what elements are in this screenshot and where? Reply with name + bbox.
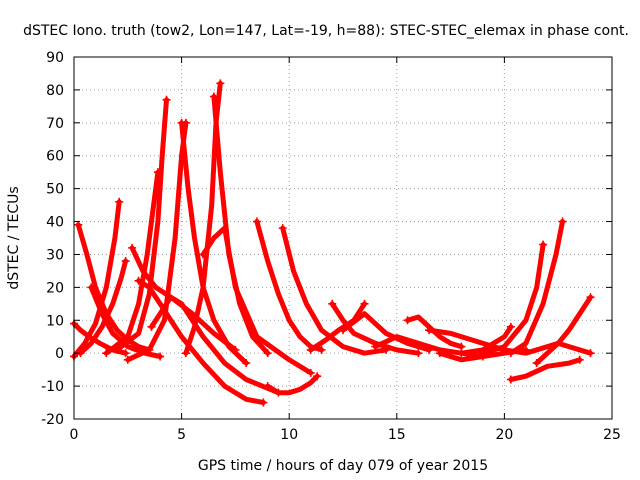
series-trace-18 <box>308 301 367 353</box>
axis-ticks: 0 5 10 15 20 25 -20 -10 0 10 20 30 40 50 60 70 80 90 <box>41 50 621 443</box>
data-point <box>121 349 130 358</box>
data-point <box>425 326 434 335</box>
data-point <box>506 375 515 384</box>
y-axis-label: dSTEC / TECUs <box>6 186 22 289</box>
y-tick-label: 50 <box>46 182 64 198</box>
data-point <box>414 349 423 358</box>
data-point <box>313 372 322 381</box>
data-point <box>263 349 272 358</box>
y-tick-label: 70 <box>46 116 64 132</box>
data-point <box>209 92 218 101</box>
data-point <box>403 316 412 325</box>
x-tick-label: 25 <box>603 427 621 443</box>
data-point <box>263 382 272 391</box>
y-tick-label: 0 <box>55 346 64 362</box>
data-point <box>500 345 509 354</box>
y-tick-label: 80 <box>46 83 64 99</box>
series-trace-17 <box>265 373 320 396</box>
series-trace-9 <box>149 294 281 396</box>
data-point <box>457 349 466 358</box>
data-point <box>123 355 132 364</box>
data-point <box>575 355 584 364</box>
data-point <box>87 283 96 292</box>
x-axis-label: GPS time / hours of day 079 of year 2015 <box>198 458 488 474</box>
data-point <box>532 359 541 368</box>
series-trace-27 <box>508 219 565 356</box>
data-point <box>181 349 190 358</box>
series-trace-26 <box>480 242 546 356</box>
series-trace-6 <box>103 169 161 356</box>
y-tick-label: -20 <box>41 412 64 428</box>
data-point <box>74 220 83 229</box>
data-point <box>371 342 380 351</box>
chart-title: dSTEC Iono. truth (tow2, Lon=147, Lat=-1… <box>23 23 629 39</box>
data-point <box>586 349 595 358</box>
series-trace-14 <box>200 225 314 376</box>
data-point <box>134 276 143 285</box>
series-trace-23 <box>426 327 507 353</box>
data-point <box>156 352 165 361</box>
x-tick-label: 10 <box>280 427 298 443</box>
data-point <box>121 257 130 266</box>
x-tick-label: 20 <box>495 427 513 443</box>
data-point <box>259 398 268 407</box>
data-point <box>199 250 208 259</box>
series-trace-1 <box>75 222 152 353</box>
data-series <box>70 79 595 407</box>
series-trace-20 <box>340 311 432 353</box>
series-trace-25 <box>458 324 514 356</box>
x-tick-label: 5 <box>177 427 186 443</box>
data-point <box>252 217 261 226</box>
data-point <box>339 326 347 335</box>
x-tick-label: 0 <box>70 427 79 443</box>
data-point <box>586 293 595 302</box>
data-point <box>216 79 225 88</box>
x-tick-label: 15 <box>388 427 406 443</box>
data-point <box>558 217 567 226</box>
series-trace-7 <box>114 97 169 353</box>
y-tick-label: 90 <box>46 50 64 66</box>
data-point <box>360 299 369 308</box>
plot-frame <box>73 56 613 420</box>
y-tick-label: -10 <box>41 379 64 395</box>
data-point <box>278 224 287 233</box>
data-point <box>128 243 137 252</box>
data-point <box>162 95 171 104</box>
y-tick-label: 40 <box>46 215 64 231</box>
data-point <box>113 345 122 354</box>
y-tick-label: 30 <box>46 247 64 263</box>
data-point <box>539 240 548 249</box>
data-point <box>317 345 326 354</box>
data-point <box>506 322 515 331</box>
data-point <box>177 118 186 127</box>
series-trace-3 <box>78 258 129 356</box>
data-point <box>435 349 444 358</box>
series-trace-16 <box>280 225 389 356</box>
series-trace-8 <box>136 278 266 405</box>
data-point <box>147 322 156 331</box>
y-tick-label: 20 <box>46 280 64 296</box>
data-point <box>328 299 337 308</box>
series-trace-30 <box>534 294 593 366</box>
data-point <box>306 345 315 354</box>
series-trace-29 <box>508 357 583 382</box>
data-point <box>478 349 487 358</box>
data-point <box>306 368 315 377</box>
data-point <box>115 197 124 206</box>
data-point <box>102 349 111 358</box>
y-tick-label: 10 <box>46 313 64 329</box>
y-tick-label: 60 <box>46 149 64 165</box>
series-trace-19 <box>329 301 421 356</box>
data-point <box>242 359 251 368</box>
